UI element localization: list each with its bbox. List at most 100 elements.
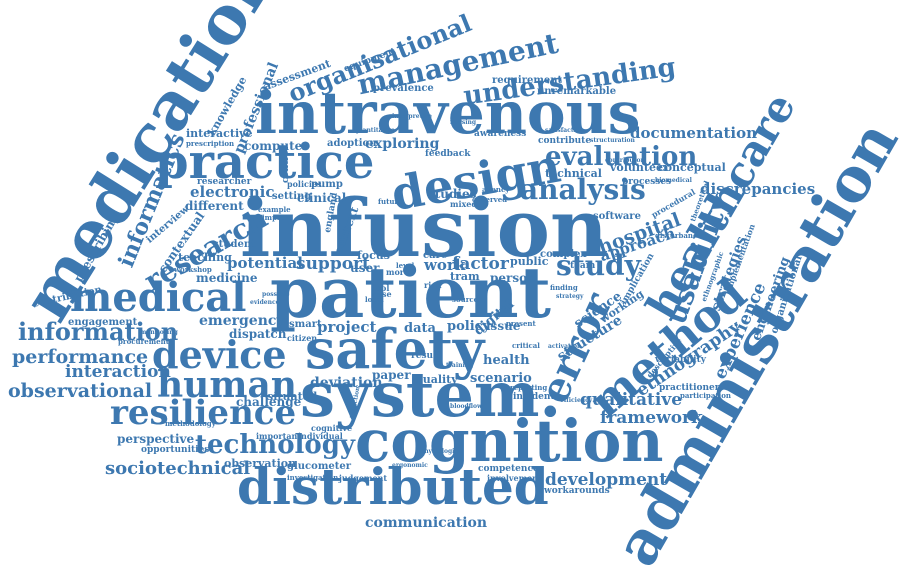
word-electronic: electronic [190, 183, 275, 201]
word-finding: finding [550, 283, 578, 292]
word-exploring: exploring [365, 136, 440, 152]
word-source: source [452, 295, 479, 304]
word-cognitive: cognitive [311, 423, 353, 433]
word-methodology: methodology [165, 419, 216, 428]
word-judgement: judgement [339, 473, 388, 483]
word-interactive: interactive [186, 127, 253, 140]
word-satisfaction: satisfaction [545, 127, 585, 134]
word-resilience: resilience [110, 393, 297, 433]
word-participation: participation [680, 391, 732, 400]
word-issue: issue [486, 319, 521, 333]
word-requirement: requirement [492, 75, 563, 86]
word-technology: technology [195, 430, 356, 460]
word-monitoring: monitoring [140, 329, 178, 336]
word-emergency: emergency [199, 313, 285, 329]
word-variability: variability [655, 355, 706, 365]
word-user: user [350, 261, 380, 275]
word-practitioner: practitioner [659, 383, 720, 393]
word-communication: communication [365, 515, 488, 531]
word-reporting: reporting [510, 383, 548, 392]
word-smart: smart [289, 319, 322, 330]
word-workarounds: workarounds [544, 486, 610, 496]
word-evaluation: evaluation [545, 142, 698, 172]
word-observation: observation [224, 457, 297, 470]
word-volunteer: volunteer [610, 161, 669, 174]
word-physiologic: physiologic [420, 448, 459, 455]
word-feedback: feedback [425, 149, 471, 159]
word-level: level [396, 261, 415, 270]
word-structuration: structuration [590, 137, 635, 144]
word-project: project [317, 318, 377, 336]
word-work: work [424, 256, 466, 274]
word-computer: computer [244, 139, 309, 153]
word-team: team [570, 261, 596, 271]
word-scenario: scenario [470, 371, 532, 386]
word-tool: tool [372, 283, 390, 293]
word-system: system. [300, 358, 562, 431]
word-incident: incident [513, 392, 555, 402]
word-qualitative: qualitative [580, 390, 683, 410]
word-student: student [213, 239, 256, 250]
word-mixed: mixed [450, 199, 477, 209]
word-strategy: strategy [556, 293, 584, 300]
word-challenge: challenge [236, 395, 302, 409]
word-setting: setting [272, 191, 312, 202]
word-tram: tram [450, 270, 480, 283]
word-quality: quality [415, 373, 458, 386]
word-opportunities: opportunities [141, 445, 210, 455]
word-information: information [18, 317, 179, 346]
word-person: person [490, 271, 536, 285]
word-glucometer: glucometer [287, 461, 352, 472]
word-investigation: investigation [287, 473, 339, 482]
word-observational: observational [8, 380, 153, 402]
word-documentation: documentation [630, 124, 758, 142]
word-impact: impact [262, 213, 289, 222]
word-deviation: deviation [310, 375, 383, 391]
word-different: different [185, 199, 244, 213]
word-potential: potential [227, 254, 303, 272]
word-activation: activation [548, 343, 582, 350]
word-distributed: distributed [237, 457, 549, 516]
word-paper: paper [372, 368, 411, 382]
word-present: present [506, 319, 536, 328]
word-policies: policies [287, 179, 322, 189]
word-case: case [372, 289, 392, 299]
word-processes: processes [622, 177, 672, 187]
word-human: human [157, 364, 297, 406]
word-procurement: procurement [118, 337, 169, 346]
word-public: public [510, 255, 549, 268]
word-pump: pump [311, 179, 343, 190]
word-critical: critical [512, 341, 540, 350]
word-complex: complex [540, 249, 587, 260]
word-situated: situated [267, 390, 318, 403]
word-biomedical: biomedical [655, 177, 692, 184]
word-policy: policy [447, 319, 491, 334]
word-result: result [411, 351, 441, 361]
word-prescription: prescription [186, 139, 235, 148]
word-control: control [281, 146, 291, 183]
word-individual: individual [298, 431, 343, 441]
word-infusion: infusion [240, 181, 609, 275]
word-sociotechnical: sociotechnical [105, 458, 251, 479]
word-interaction: interaction [65, 362, 171, 382]
word-dispatch: dispatch [229, 327, 287, 341]
word-patient: patient [270, 251, 551, 334]
word-bloodflow: bloodflow [450, 403, 483, 410]
word-studies: studies [428, 187, 477, 201]
word-workshop: workshop [174, 265, 212, 274]
word-future: future [378, 197, 403, 206]
word-nursing: nursing [450, 119, 477, 126]
word-focus: focus [357, 249, 390, 262]
word-evidence: evidence [250, 299, 280, 306]
word-device: device [152, 332, 287, 377]
word-clinical: clinical [297, 191, 347, 205]
word-practice: practice [155, 134, 375, 190]
word-medical: medical [70, 274, 247, 321]
word-observed: observed [472, 195, 508, 204]
word-perspective: perspective [117, 432, 195, 446]
word-software: software [593, 211, 641, 222]
word-awareness: awareness [474, 129, 527, 139]
word-adoption: adoption [327, 138, 377, 149]
word-more: more [386, 267, 410, 277]
